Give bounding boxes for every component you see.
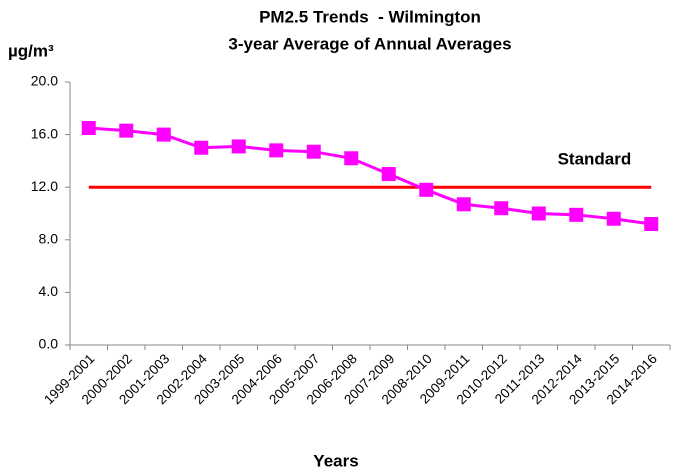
data-point	[531, 206, 546, 221]
chart-title: PM2.5 Trends - Wilmington	[259, 7, 481, 26]
y-tick-label: 4.0	[39, 283, 59, 299]
y-tick-label: 8.0	[39, 231, 59, 247]
data-point	[344, 151, 359, 166]
data-point	[419, 182, 434, 197]
data-point	[606, 211, 621, 226]
data-point	[194, 140, 209, 155]
data-point	[231, 139, 246, 154]
x-axis-label: Years	[313, 451, 358, 470]
chart-subtitle: 3-year Average of Annual Averages	[228, 34, 511, 53]
reference-label: Standard	[558, 150, 632, 169]
y-tick-label: 20.0	[31, 73, 58, 89]
data-point	[81, 121, 96, 136]
data-point	[119, 123, 134, 138]
data-point	[644, 217, 659, 232]
data-point	[569, 207, 584, 222]
data-line	[88, 126, 652, 226]
data-point	[494, 201, 509, 216]
y-tick-label: 16.0	[31, 125, 58, 141]
y-tick-label: 12.0	[31, 178, 58, 194]
data-point	[381, 167, 396, 182]
data-point	[156, 127, 171, 142]
y-tick-label: 0.0	[39, 336, 59, 352]
data-point	[306, 144, 321, 159]
data-point	[269, 143, 284, 158]
y-axis-label: µg/m³	[8, 41, 54, 60]
data-point	[456, 197, 471, 212]
